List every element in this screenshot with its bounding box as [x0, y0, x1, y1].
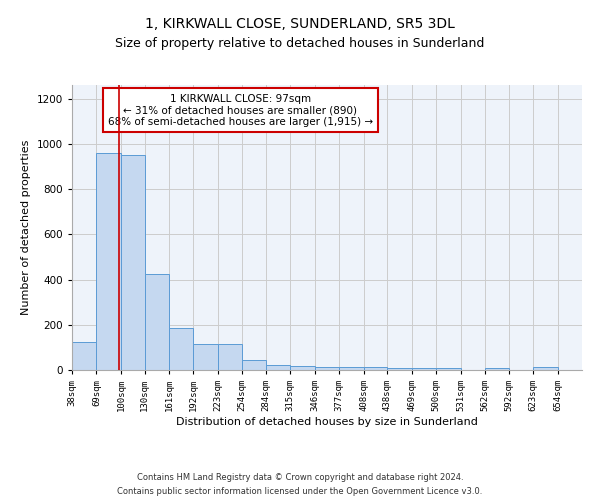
Bar	[412, 368, 436, 370]
Bar	[145, 274, 169, 370]
Bar	[315, 366, 339, 370]
Bar	[485, 368, 509, 370]
Bar	[339, 366, 364, 370]
Bar	[364, 366, 388, 370]
Bar	[121, 155, 145, 370]
Text: 1, KIRKWALL CLOSE, SUNDERLAND, SR5 3DL: 1, KIRKWALL CLOSE, SUNDERLAND, SR5 3DL	[145, 18, 455, 32]
Bar	[72, 342, 97, 370]
Bar	[97, 153, 121, 370]
Y-axis label: Number of detached properties: Number of detached properties	[21, 140, 31, 315]
Text: 1 KIRKWALL CLOSE: 97sqm
← 31% of detached houses are smaller (890)
68% of semi-d: 1 KIRKWALL CLOSE: 97sqm ← 31% of detache…	[108, 94, 373, 126]
Bar	[290, 366, 315, 370]
Text: Contains HM Land Registry data © Crown copyright and database right 2024.: Contains HM Land Registry data © Crown c…	[137, 474, 463, 482]
Bar	[266, 366, 290, 370]
Bar	[169, 328, 193, 370]
Text: Size of property relative to detached houses in Sunderland: Size of property relative to detached ho…	[115, 38, 485, 51]
Text: Contains public sector information licensed under the Open Government Licence v3: Contains public sector information licen…	[118, 487, 482, 496]
Bar	[193, 344, 218, 370]
Bar	[533, 368, 557, 370]
Bar	[242, 360, 266, 370]
X-axis label: Distribution of detached houses by size in Sunderland: Distribution of detached houses by size …	[176, 417, 478, 427]
Bar	[388, 368, 412, 370]
Bar	[436, 368, 461, 370]
Bar	[218, 344, 242, 370]
